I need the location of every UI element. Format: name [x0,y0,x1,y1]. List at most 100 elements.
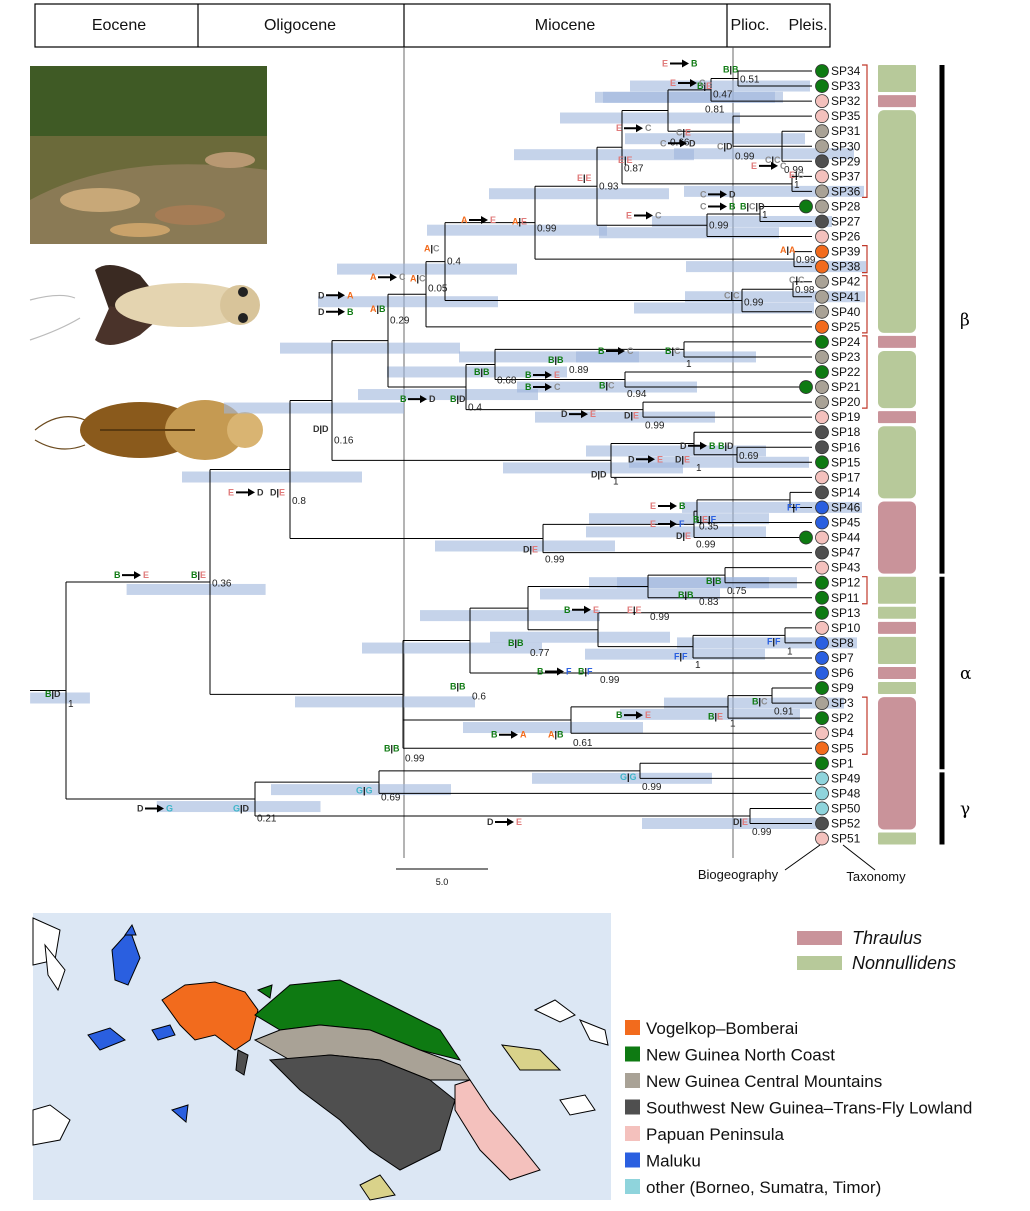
tip-region-marker [815,94,829,108]
dispersal-arrow [624,711,643,720]
support-value: 0.21 [257,813,277,824]
tip-label: SP18 [831,425,861,439]
taxonomy-bar [878,606,916,619]
tip-region-marker [815,560,829,575]
epoch-pleistocene: Pleis. [788,17,827,34]
event-from: E [626,210,632,220]
event-from: B [598,346,605,356]
event-from: B [491,730,498,740]
hpd-bar [630,80,810,92]
ancestral-state-label: B|B [384,743,400,753]
dispersal-arrow [378,273,397,282]
region-map [32,913,611,1201]
support-value: 0.36 [212,579,232,590]
taxonomy-bar [878,65,916,93]
event-to: D [689,138,696,148]
tip-region-marker [815,485,829,500]
ancestral-state-label: B|E [708,712,723,722]
dispersal-arrow [499,730,518,739]
support-value: 0.99 [600,675,620,686]
dispersal-arrow [759,161,778,170]
support-value: 0.05 [428,284,448,295]
support-value: 0.51 [740,75,760,86]
hpd-bar [489,188,669,200]
hpd-bar [677,637,857,649]
region-legend: Vogelkop–Bomberai New Guinea North Coast N… [625,1019,972,1197]
tip-region-marker [815,109,829,124]
dispersal-arrow [708,202,727,211]
epoch-eocene: Eocene [92,17,146,34]
support-value: 0.81 [705,105,725,116]
ancestral-state-label: A|B [370,304,386,314]
taxonomy-bar [878,636,916,664]
ancestral-state-label: D|E [676,531,691,541]
support-value: 1 [686,359,692,370]
support-value: 0.35 [699,522,719,533]
event-to: E [657,454,663,464]
event-to: D [729,189,736,199]
support-value: 0.99 [650,612,670,623]
hpd-bar [271,784,451,796]
event-from: D [628,454,635,464]
dispersal-arrow [122,571,141,580]
species-bracket [862,576,868,605]
hpd-bar [686,261,866,273]
ancestral-state-label: D|E [523,545,538,555]
ancestral-state-label: C|D [717,141,733,151]
tip-region-marker [815,801,829,816]
support-value: 0.47 [713,90,733,101]
region-legend-label: New Guinea North Coast [646,1046,835,1065]
dispersal-arrow [495,818,514,827]
region-legend-swatch [625,1179,640,1194]
tip-label: SP2 [831,711,854,725]
hpd-bar [585,648,765,660]
species-bracket [862,696,868,755]
support-value: 0.75 [727,586,747,597]
hpd-bar [576,351,756,363]
event-to: C [554,382,561,392]
node-labels: 0.510.470.810.660.990.990.8710.9310.990.… [45,58,816,838]
ancestral-state-label: E|E [618,155,633,165]
taxonomy-bar [878,697,916,830]
tip-label: SP43 [831,561,861,575]
event-to: G [166,803,173,813]
hpd-bar [362,642,542,654]
support-value: 1 [68,699,74,710]
event-from: E [670,78,676,88]
ancestral-state-label: D|E [733,817,748,827]
epoch-pliocene: Plioc. [730,17,769,34]
taxonomy-bar [878,832,916,845]
tip-label: SP4 [831,726,854,740]
support-value: 0.99 [796,255,816,266]
event-to: D [257,487,264,497]
tip-region-marker [815,184,829,199]
ancestral-state-label: B|B [678,590,694,600]
hpd-bar [540,588,720,600]
support-value: 1 [613,476,619,487]
support-value: 0.16 [334,436,354,447]
support-value: 0.99 [537,224,557,235]
hpd-bar [625,133,805,145]
taxonomy-bar [878,576,916,604]
support-value: 0.99 [784,165,804,176]
tip-region-marker [815,726,829,741]
hpd-bar [586,526,766,538]
event-from: B [525,370,532,380]
ancestral-state-label: G|D [233,803,250,813]
tip-region-marker [815,334,829,349]
tip-region-marker [815,154,829,169]
dispersal-arrow [670,59,689,68]
event-to: B [679,501,686,511]
ancestral-state-label: D|E [675,454,690,464]
tip-label: SP32 [831,94,861,108]
support-value: 0.4 [447,257,461,268]
ancestral-state-label: D|E [624,411,639,421]
hpd-bar [280,342,460,354]
hpd-bar [535,411,715,423]
species-bracket [862,335,868,409]
support-value: 0.99 [405,753,425,764]
ancestral-state-label: A|A [780,245,796,255]
support-value: 0.8 [292,496,306,507]
ancestral-state-label: F|F [674,651,688,661]
dispersal-arrow [658,501,677,510]
